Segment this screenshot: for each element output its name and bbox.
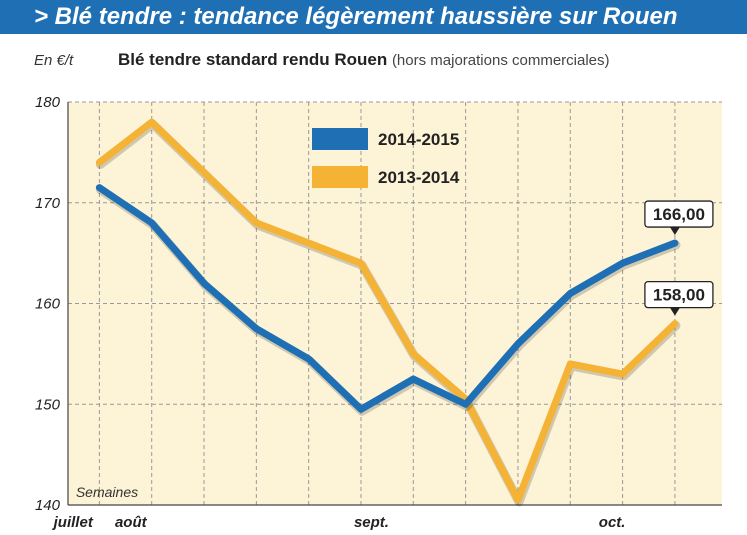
- series-line-2013-2014: [95, 118, 679, 504]
- annotation-label: 158,00: [653, 286, 705, 305]
- legend-label: 2013-2014: [378, 168, 460, 187]
- y-tick-label: 150: [35, 396, 61, 413]
- series-line-2014-2015: [95, 184, 679, 413]
- annotation-label: 166,00: [653, 205, 705, 224]
- x-axis-title: Semaines: [76, 484, 138, 500]
- chart-subtitle: (hors majorations commerciales): [391, 52, 610, 69]
- chart-title: Blé tendre standard rendu Rouen (hors ma…: [118, 50, 610, 70]
- x-tick-label: sept.: [354, 514, 389, 531]
- legend-swatch: [312, 128, 368, 150]
- chart-title-main: Blé tendre standard rendu Rouen: [118, 50, 388, 69]
- x-tick-label: oct.: [599, 514, 626, 531]
- y-tick-label: 180: [35, 94, 61, 111]
- annotation-pointer: [669, 227, 680, 236]
- x-tick-label: août: [115, 514, 148, 531]
- y-tick-label: 170: [35, 195, 61, 212]
- unit-label: En €/t: [34, 52, 74, 69]
- y-tick-label: 160: [35, 296, 61, 313]
- y-tick-label: 140: [35, 497, 61, 514]
- legend-swatch: [312, 166, 368, 188]
- annotation-pointer: [669, 307, 680, 316]
- headline: > Blé tendre : tendance légèrement hauss…: [0, 0, 747, 34]
- legend-label: 2014-2015: [378, 130, 459, 149]
- x-tick-label: juillet: [52, 514, 94, 531]
